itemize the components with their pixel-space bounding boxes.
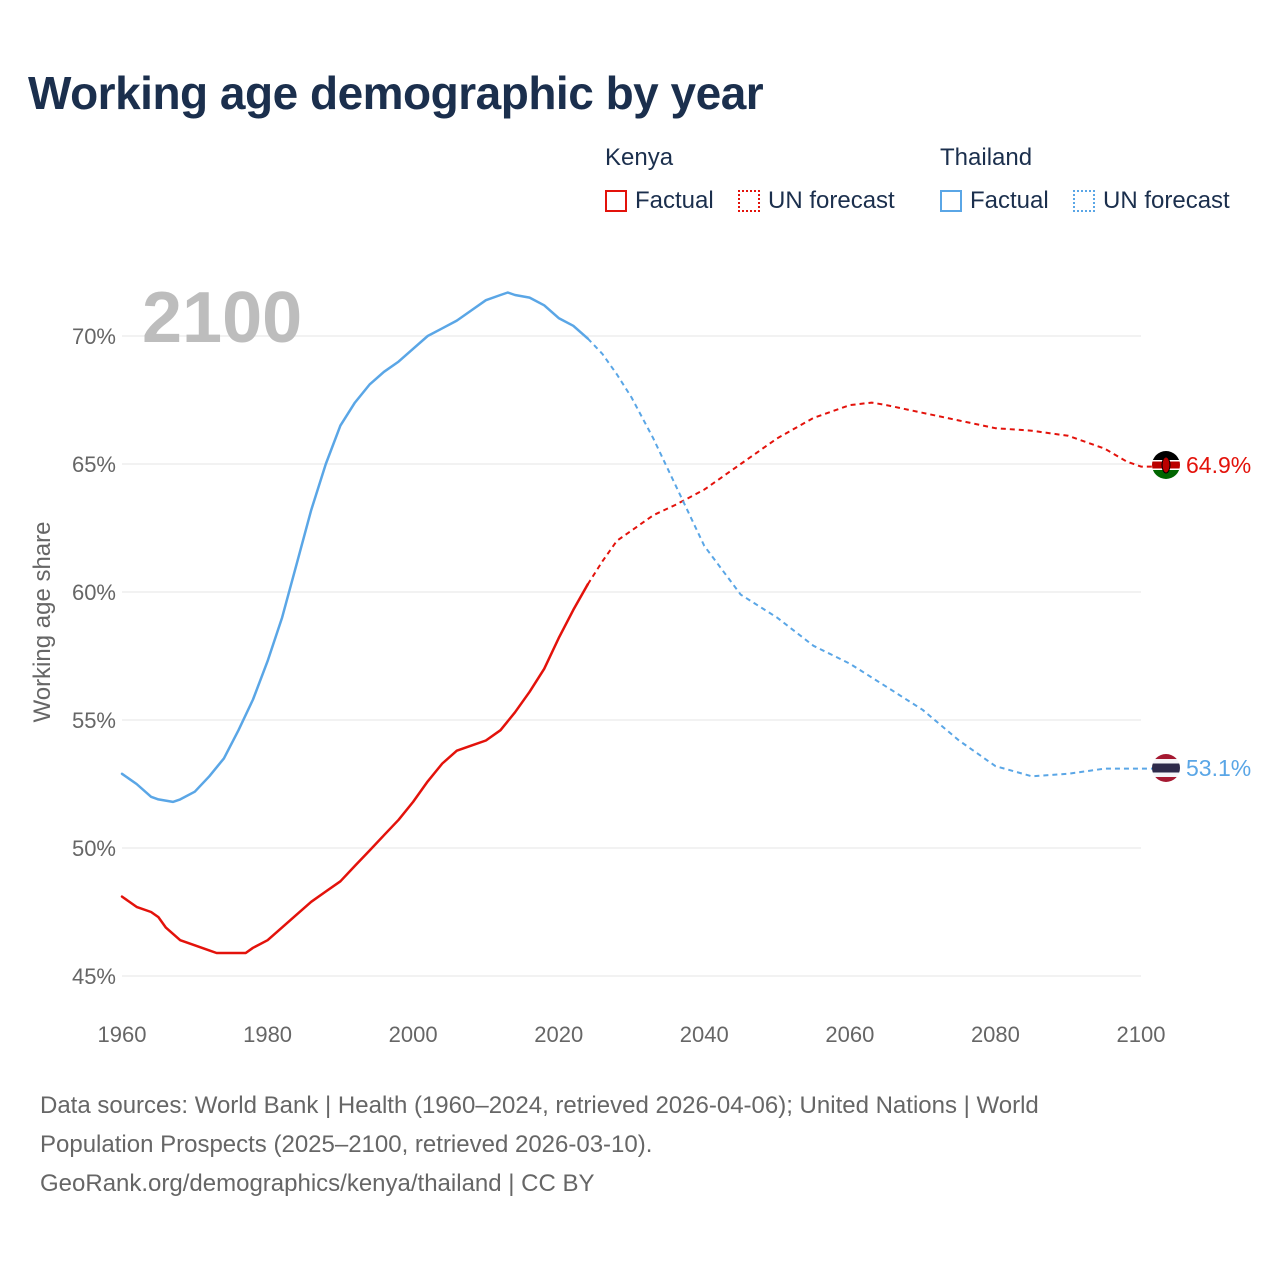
thailand-factual-line[interactable] bbox=[120, 291, 590, 804]
x-tick-label: 2020 bbox=[534, 1022, 583, 1047]
legend-kenya-factual[interactable]: Factual bbox=[605, 186, 714, 216]
x-tick-label: 2000 bbox=[389, 1022, 438, 1047]
x-tick-label: 1960 bbox=[98, 1022, 147, 1047]
y-tick-label: 70% bbox=[72, 324, 116, 349]
kenya-forecast-line[interactable] bbox=[586, 401, 1155, 585]
x-axis: 1960 1980 2000 2020 2040 2060 2080 2100 bbox=[98, 1022, 1166, 1047]
legend-kenya-forecast[interactable]: UN forecast bbox=[738, 186, 895, 216]
legend-country-thailand: Thailand bbox=[940, 144, 1033, 171]
year-overlay: 2100 bbox=[142, 278, 302, 358]
legend-thailand-forecast[interactable]: UN forecast bbox=[1073, 186, 1230, 216]
kenya-end-value-label: 64.9% bbox=[1186, 452, 1251, 478]
legend-thailand-factual[interactable]: Factual bbox=[940, 186, 1049, 216]
legend-kenya-forecast-swatch bbox=[738, 190, 760, 212]
kenya-factual-line[interactable] bbox=[120, 583, 590, 955]
y-tick-label: 60% bbox=[72, 580, 116, 605]
y-tick-label: 65% bbox=[72, 452, 116, 477]
legend-thailand-forecast-label: UN forecast bbox=[1103, 187, 1230, 214]
x-tick-label: 2040 bbox=[680, 1022, 729, 1047]
legend-kenya-factual-label: Factual bbox=[635, 187, 714, 214]
line-chart: 2100 Working age share 45% 50% 55% 60% 65% 70… bbox=[29, 278, 1251, 1047]
legend-kenya-factual-swatch bbox=[605, 190, 627, 212]
legend-kenya-forecast-label: UN forecast bbox=[768, 187, 895, 214]
x-tick-label: 2080 bbox=[971, 1022, 1020, 1047]
x-tick-label: 2060 bbox=[825, 1022, 874, 1047]
legend-country-kenya: Kenya bbox=[605, 144, 674, 171]
y-tick-label: 55% bbox=[72, 708, 116, 733]
y-tick-label: 50% bbox=[72, 836, 116, 861]
series-lines bbox=[120, 291, 1155, 955]
footer-line-2: Population Prospects (2025–2100, retriev… bbox=[40, 1131, 653, 1158]
legend-thailand-forecast-swatch bbox=[1073, 190, 1095, 212]
gridlines bbox=[122, 335, 1141, 977]
footer-line-1: Data sources: World Bank | Health (1960–… bbox=[40, 1092, 1039, 1119]
x-tick-label: 1980 bbox=[243, 1022, 292, 1047]
legend-thailand-factual-label: Factual bbox=[970, 187, 1049, 214]
y-tick-label: 45% bbox=[72, 964, 116, 989]
kenya-flag-icon bbox=[1152, 451, 1180, 479]
chart-title: Working age demographic by year bbox=[28, 67, 764, 119]
thailand-flag-icon bbox=[1152, 754, 1180, 782]
thailand-end-value-label: 53.1% bbox=[1186, 755, 1251, 781]
legend-thailand-factual-swatch bbox=[940, 190, 962, 212]
x-tick-label: 2100 bbox=[1117, 1022, 1166, 1047]
y-axis-label: Working age share bbox=[29, 522, 56, 723]
source-footer: Data sources: World Bank | Health (1960–… bbox=[40, 1086, 1220, 1203]
footer-line-3[interactable]: GeoRank.org/demographics/kenya/thailand … bbox=[40, 1170, 595, 1197]
thailand-forecast-line[interactable] bbox=[587, 337, 1155, 778]
y-axis: 45% 50% 55% 60% 65% 70% bbox=[72, 324, 116, 989]
